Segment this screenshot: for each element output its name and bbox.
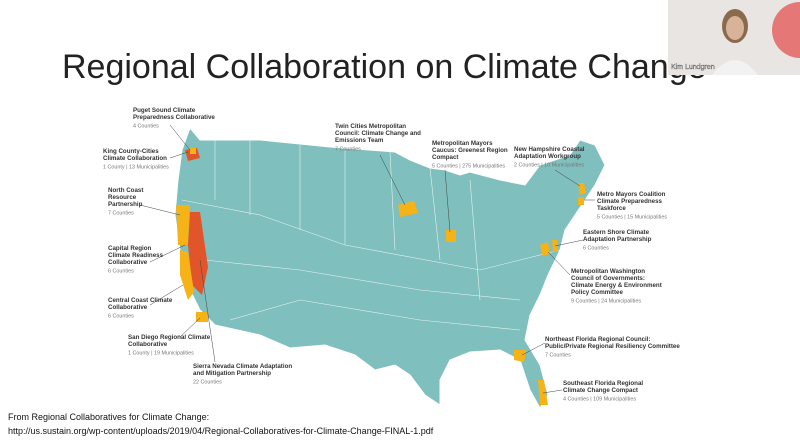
region-name: Twin Cities Metropolitan — [335, 123, 406, 130]
region-detail: 5 Counties | 275 Municipalities — [432, 164, 505, 170]
slide-title: Regional Collaboration on Climate Change — [62, 48, 707, 86]
region-name: Climate Energy & Environment — [571, 282, 662, 289]
region-name: Compact — [432, 154, 458, 161]
region-name: Partnership — [108, 201, 143, 208]
region-name: Adaptation Partnership — [583, 236, 652, 243]
region-name: and Mitigation Partnership — [193, 370, 271, 377]
region-name: Taskforce — [597, 205, 626, 212]
region-name: New Hampshire Coastal — [514, 146, 585, 153]
region-name: Council: Climate Change and — [335, 130, 421, 137]
region-name: North Coast — [108, 187, 143, 194]
region-detail: 6 Counties — [108, 269, 134, 275]
region-detail: 9 Counties | 24 Municipalities — [571, 299, 641, 305]
region-detail: 4 Counties | 109 Municipalities — [563, 397, 636, 403]
state-borders — [181, 140, 561, 331]
region-name: Capital Region — [108, 245, 152, 252]
source-url: http://us.sustain.org/wp-content/uploads… — [8, 426, 434, 436]
region-name: Sierra Nevada Climate Adaptation — [193, 363, 292, 370]
participant-video: Kim Lundgren — [668, 0, 800, 75]
leader-lines — [139, 124, 595, 394]
participant-face — [726, 16, 744, 40]
region-detail: 6 Counties — [108, 314, 134, 320]
region-name: Climate Preparedness — [597, 198, 663, 205]
region-name: Climate Readiness — [108, 252, 164, 259]
region-name: San Diego Regional Climate — [128, 334, 211, 341]
region-name: Caucus: Greenest Region — [432, 147, 508, 154]
region-name: Adaptation Workgroup — [514, 153, 581, 160]
region-name: Collaborative — [108, 259, 148, 266]
participant-name: Kim Lundgren — [671, 64, 715, 71]
region-name: Central Coast Climate — [108, 297, 173, 304]
region-detail: 7 Counties — [108, 211, 134, 217]
region-name: Collaborative — [128, 341, 168, 348]
region-detail: 7 Counties — [335, 147, 361, 153]
region-name: Policy Committee — [571, 289, 623, 296]
region-name: Emissions Team — [335, 137, 384, 144]
region-name: Climate Collaboration — [103, 155, 167, 162]
region-detail: 4 Counties — [133, 124, 159, 130]
region-name: Metropolitan Mayors — [432, 140, 493, 147]
region-name: Northeast Florida Regional Council: — [545, 336, 651, 343]
region-detail: 5 Counties | 15 Municipalities — [597, 215, 667, 221]
region-detail: 7 Counties — [545, 353, 571, 359]
region-name: Southeast Florida Regional — [563, 380, 643, 387]
region-name: Resource — [108, 194, 137, 201]
region-detail: 1 County | 13 Municipalities — [103, 165, 169, 171]
region-name: Council of Governments: — [571, 275, 645, 282]
region-detail: 6 Counties — [583, 246, 609, 252]
video-backdrop — [772, 2, 800, 58]
region-name: Climate Change Compact — [563, 387, 638, 394]
region-name: Metro Mayors Coalition — [597, 191, 666, 198]
region-name: King County-Cities — [103, 148, 159, 155]
us-map — [174, 127, 606, 409]
region-detail: 2 Counties | 10 Municipalities — [514, 163, 584, 169]
region-name: Puget Sound Climate — [133, 107, 196, 114]
region-detail: 22 Counties — [193, 380, 222, 386]
region-name: Collaborative — [108, 304, 148, 311]
region-name: Preparedness Collaborative — [133, 114, 215, 121]
region-name: Metropolitan Washington — [571, 268, 645, 275]
region-name: Eastern Shore Climate — [583, 229, 650, 236]
region-detail: 1 County | 19 Municipalities — [128, 351, 194, 357]
region-name: Public/Private Regional Resiliency Commi… — [545, 343, 680, 350]
participant-body — [712, 60, 758, 75]
source-label: From Regional Collaboratives for Climate… — [8, 412, 209, 422]
